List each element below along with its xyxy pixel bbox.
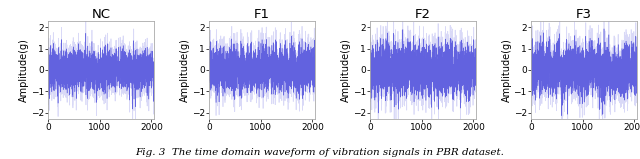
Y-axis label: Amplitude(g): Amplitude(g)	[19, 38, 29, 102]
Title: F1: F1	[254, 8, 270, 21]
Y-axis label: Amplitude(g): Amplitude(g)	[341, 38, 351, 102]
Text: Fig. 3  The time domain waveform of vibration signals in PBR dataset.: Fig. 3 The time domain waveform of vibra…	[136, 148, 504, 157]
Y-axis label: Amplitude(g): Amplitude(g)	[180, 38, 190, 102]
Title: F2: F2	[415, 8, 431, 21]
Title: NC: NC	[92, 8, 111, 21]
Y-axis label: Amplitude(g): Amplitude(g)	[502, 38, 512, 102]
Title: F3: F3	[576, 8, 592, 21]
